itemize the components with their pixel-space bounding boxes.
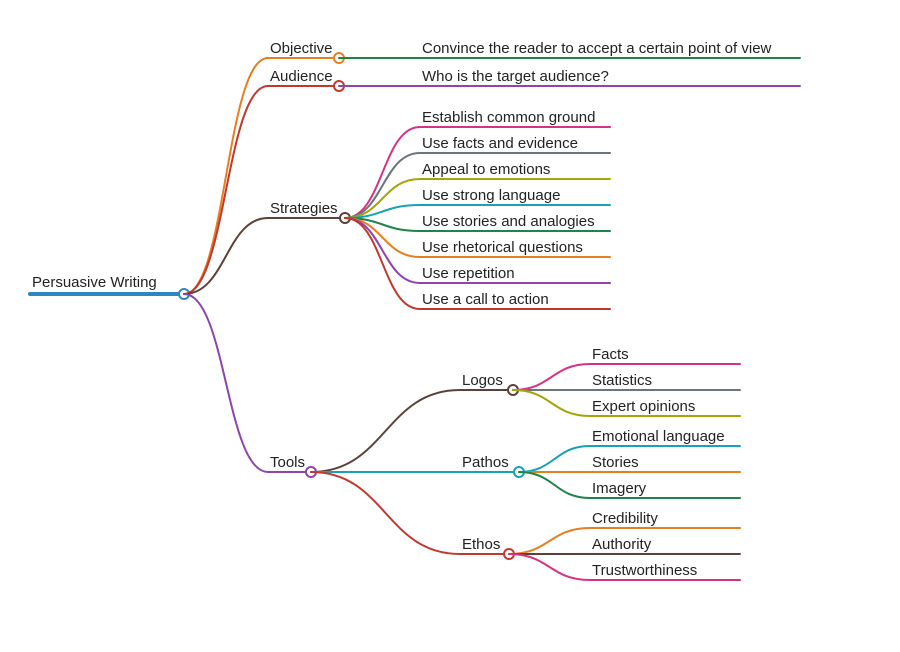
leaf-label: Convince the reader to accept a certain … [422, 40, 772, 57]
branch [513, 364, 590, 390]
branch [519, 446, 590, 472]
branch [184, 294, 268, 472]
leaf-label: Use a call to action [422, 291, 549, 308]
leaf-label: Stories [592, 454, 639, 471]
branch [345, 127, 420, 218]
branch [509, 528, 590, 554]
branch [513, 390, 590, 416]
mindmap-canvas: Persuasive Writing Objective Audience Strat… [0, 0, 900, 652]
branch [345, 153, 420, 218]
branch [311, 472, 460, 554]
branch [509, 554, 590, 580]
branch [184, 86, 268, 294]
branch [519, 472, 590, 498]
branch-label: Ethos [462, 536, 500, 553]
branch [345, 218, 420, 283]
leaf-label: Use rhetorical questions [422, 239, 583, 256]
root-label: Persuasive Writing [32, 274, 157, 291]
branch-label: Tools [270, 454, 305, 471]
leaf-label: Credibility [592, 510, 658, 527]
branch [345, 218, 420, 309]
leaf-label: Imagery [592, 480, 647, 497]
leaf-label: Facts [592, 346, 629, 363]
leaf-label: Establish common ground [422, 109, 595, 126]
leaf-label: Who is the target audience? [422, 68, 609, 85]
branch-label: Audience [270, 68, 333, 85]
leaf-label: Authority [592, 536, 652, 553]
leaf-label: Statistics [592, 372, 652, 389]
leaf-label: Use stories and analogies [422, 213, 595, 230]
leaf-label: Use strong language [422, 187, 560, 204]
leaf-label: Appeal to emotions [422, 161, 550, 178]
leaf-label: Trustworthiness [592, 562, 697, 579]
branch-label: Objective [270, 40, 333, 57]
leaf-label: Use repetition [422, 265, 515, 282]
branch [184, 218, 268, 294]
branch [311, 390, 460, 472]
branch-label: Pathos [462, 454, 509, 471]
leaf-label: Use facts and evidence [422, 135, 578, 152]
leaf-label: Expert opinions [592, 398, 695, 415]
leaf-label: Emotional language [592, 428, 725, 445]
branch-label: Strategies [270, 200, 338, 217]
branch-label: Logos [462, 372, 503, 389]
